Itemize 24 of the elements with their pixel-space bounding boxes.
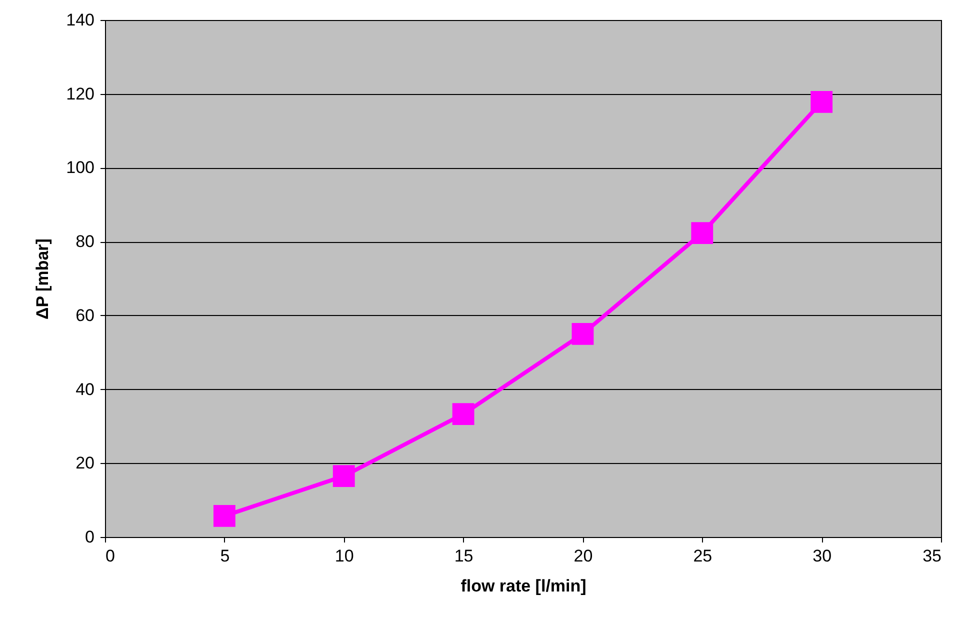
y-tick-label: 20 [76, 454, 94, 473]
y-tick-label: 0 [85, 528, 94, 546]
point [810, 91, 833, 113]
point [213, 504, 236, 527]
point [452, 403, 474, 425]
x-axis-title: flow rate [l/min] [460, 576, 586, 596]
y-tick-label: 80 [76, 232, 94, 252]
point [691, 222, 714, 244]
x-tick-label: 20 [574, 546, 593, 566]
y-axis-title: ΔP [mbar] [33, 238, 52, 320]
y-tick-label: 120 [66, 84, 94, 104]
x-tick-label: 25 [693, 546, 712, 566]
y-tick-label: 100 [66, 158, 94, 178]
point [572, 322, 594, 345]
y-tick-label: 40 [76, 380, 94, 399]
y-tick-label: 140 [66, 10, 94, 30]
x-tick-label: 0 [106, 546, 115, 566]
x-tick-label: 10 [334, 546, 354, 566]
x-tick-label: 5 [220, 546, 230, 566]
x-tick-label: 35 [922, 546, 942, 566]
point [332, 465, 355, 488]
y-tick-label: 60 [76, 306, 94, 325]
x-tick-label: 15 [454, 546, 474, 566]
x-tick-label: 30 [812, 546, 832, 566]
